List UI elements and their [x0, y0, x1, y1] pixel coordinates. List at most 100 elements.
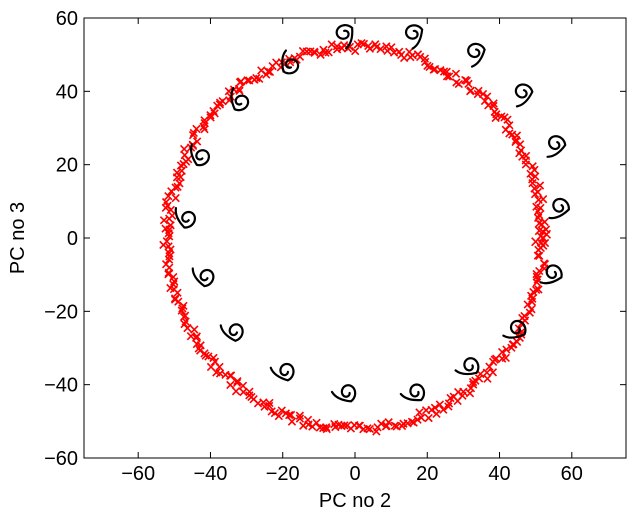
- data-point: [298, 46, 308, 56]
- digit-stroke: [546, 135, 567, 158]
- digit-thumbnail: [335, 24, 354, 50]
- x-tick-label: 20: [416, 463, 438, 485]
- data-point: [164, 229, 173, 238]
- data-point: [483, 92, 492, 101]
- data-point: [420, 54, 430, 63]
- data-point: [429, 65, 438, 74]
- digit-thumbnail: [330, 384, 357, 403]
- data-point: [488, 368, 498, 377]
- data-point: [268, 61, 277, 71]
- digit-thumbnail: [219, 323, 244, 342]
- data-point: [497, 112, 506, 121]
- digit-stroke: [502, 319, 527, 339]
- data-point: [167, 187, 176, 196]
- data-point: [442, 67, 451, 76]
- y-tick-label: −20: [44, 301, 78, 323]
- data-point: [264, 401, 274, 411]
- data-point: [161, 203, 171, 213]
- digit-thumbnail: [281, 49, 300, 75]
- digit-thumbnail: [399, 383, 426, 402]
- data-point: [165, 214, 174, 223]
- data-point: [534, 285, 543, 294]
- data-point: [312, 418, 321, 427]
- plot-background: [84, 18, 626, 458]
- data-point: [534, 218, 544, 228]
- data-point: [415, 408, 424, 417]
- y-tick-label: 60: [56, 8, 78, 30]
- data-point: [432, 409, 441, 419]
- data-point: [531, 237, 541, 247]
- data-point: [189, 128, 198, 138]
- data-point: [532, 272, 541, 281]
- data-point: [351, 46, 360, 56]
- data-point: [177, 306, 186, 315]
- data-point: [295, 414, 305, 423]
- y-tick-label: −60: [44, 448, 78, 470]
- digit-thumbnail: [269, 362, 295, 382]
- data-point: [173, 288, 182, 297]
- data-point: [364, 41, 373, 51]
- x-tick-label: 40: [488, 463, 510, 485]
- data-point: [173, 182, 182, 192]
- data-point: [466, 87, 475, 96]
- digit-thumbnails: [174, 24, 570, 403]
- data-point: [466, 384, 476, 393]
- data-point: [243, 76, 252, 85]
- data-point: [423, 61, 432, 70]
- data-point: [535, 266, 544, 276]
- data-point: [489, 99, 498, 108]
- data-point: [322, 423, 331, 432]
- digit-stroke: [454, 357, 480, 376]
- digit-thumbnail: [454, 357, 480, 376]
- data-point: [520, 311, 529, 321]
- data-point: [245, 76, 254, 85]
- data-point: [322, 424, 331, 434]
- y-axis-ticks: −60 −40 −20 0 20 40 60: [44, 8, 626, 470]
- data-point: [201, 351, 210, 360]
- data-point: [285, 410, 294, 420]
- digit-stroke: [269, 362, 295, 382]
- data-point: [286, 410, 296, 420]
- data-point: [531, 172, 540, 181]
- data-point: [501, 353, 510, 363]
- data-point: [389, 48, 399, 57]
- data-point: [277, 406, 286, 415]
- data-point: [324, 48, 333, 57]
- data-point: [471, 376, 480, 385]
- data-point: [511, 137, 520, 147]
- digit-stroke: [189, 143, 210, 167]
- data-point: [287, 417, 297, 426]
- x-axis-label: PC no 2: [319, 490, 391, 512]
- data-point: [353, 40, 362, 49]
- data-point: [534, 226, 544, 236]
- y-tick-label: 20: [56, 155, 78, 177]
- x-tick-label: 60: [561, 463, 583, 485]
- y-tick-label: −40: [44, 375, 78, 397]
- data-point: [171, 193, 180, 203]
- data-point: [459, 387, 468, 396]
- data-point: [452, 78, 461, 87]
- data-point: [502, 345, 511, 354]
- data-point: [528, 162, 537, 171]
- data-point: [451, 69, 461, 78]
- digit-thumbnail: [502, 319, 527, 339]
- data-point: [480, 96, 490, 106]
- data-point: [265, 398, 274, 408]
- y-axis-label: PC no 3: [7, 202, 29, 274]
- data-point: [231, 387, 241, 396]
- data-point: [190, 325, 199, 334]
- data-point: [327, 40, 336, 49]
- data-point: [538, 240, 548, 250]
- data-point: [177, 166, 186, 175]
- x-tick-label: 0: [349, 463, 360, 485]
- y-tick-label: 40: [56, 81, 78, 103]
- data-point: [417, 413, 426, 422]
- digit-stroke: [174, 206, 197, 229]
- data-point: [365, 424, 375, 434]
- data-point: [384, 418, 393, 427]
- digit-stroke: [335, 24, 354, 50]
- data-point: [213, 101, 222, 110]
- y-tick-label: 0: [67, 228, 78, 250]
- data-point: [172, 173, 182, 182]
